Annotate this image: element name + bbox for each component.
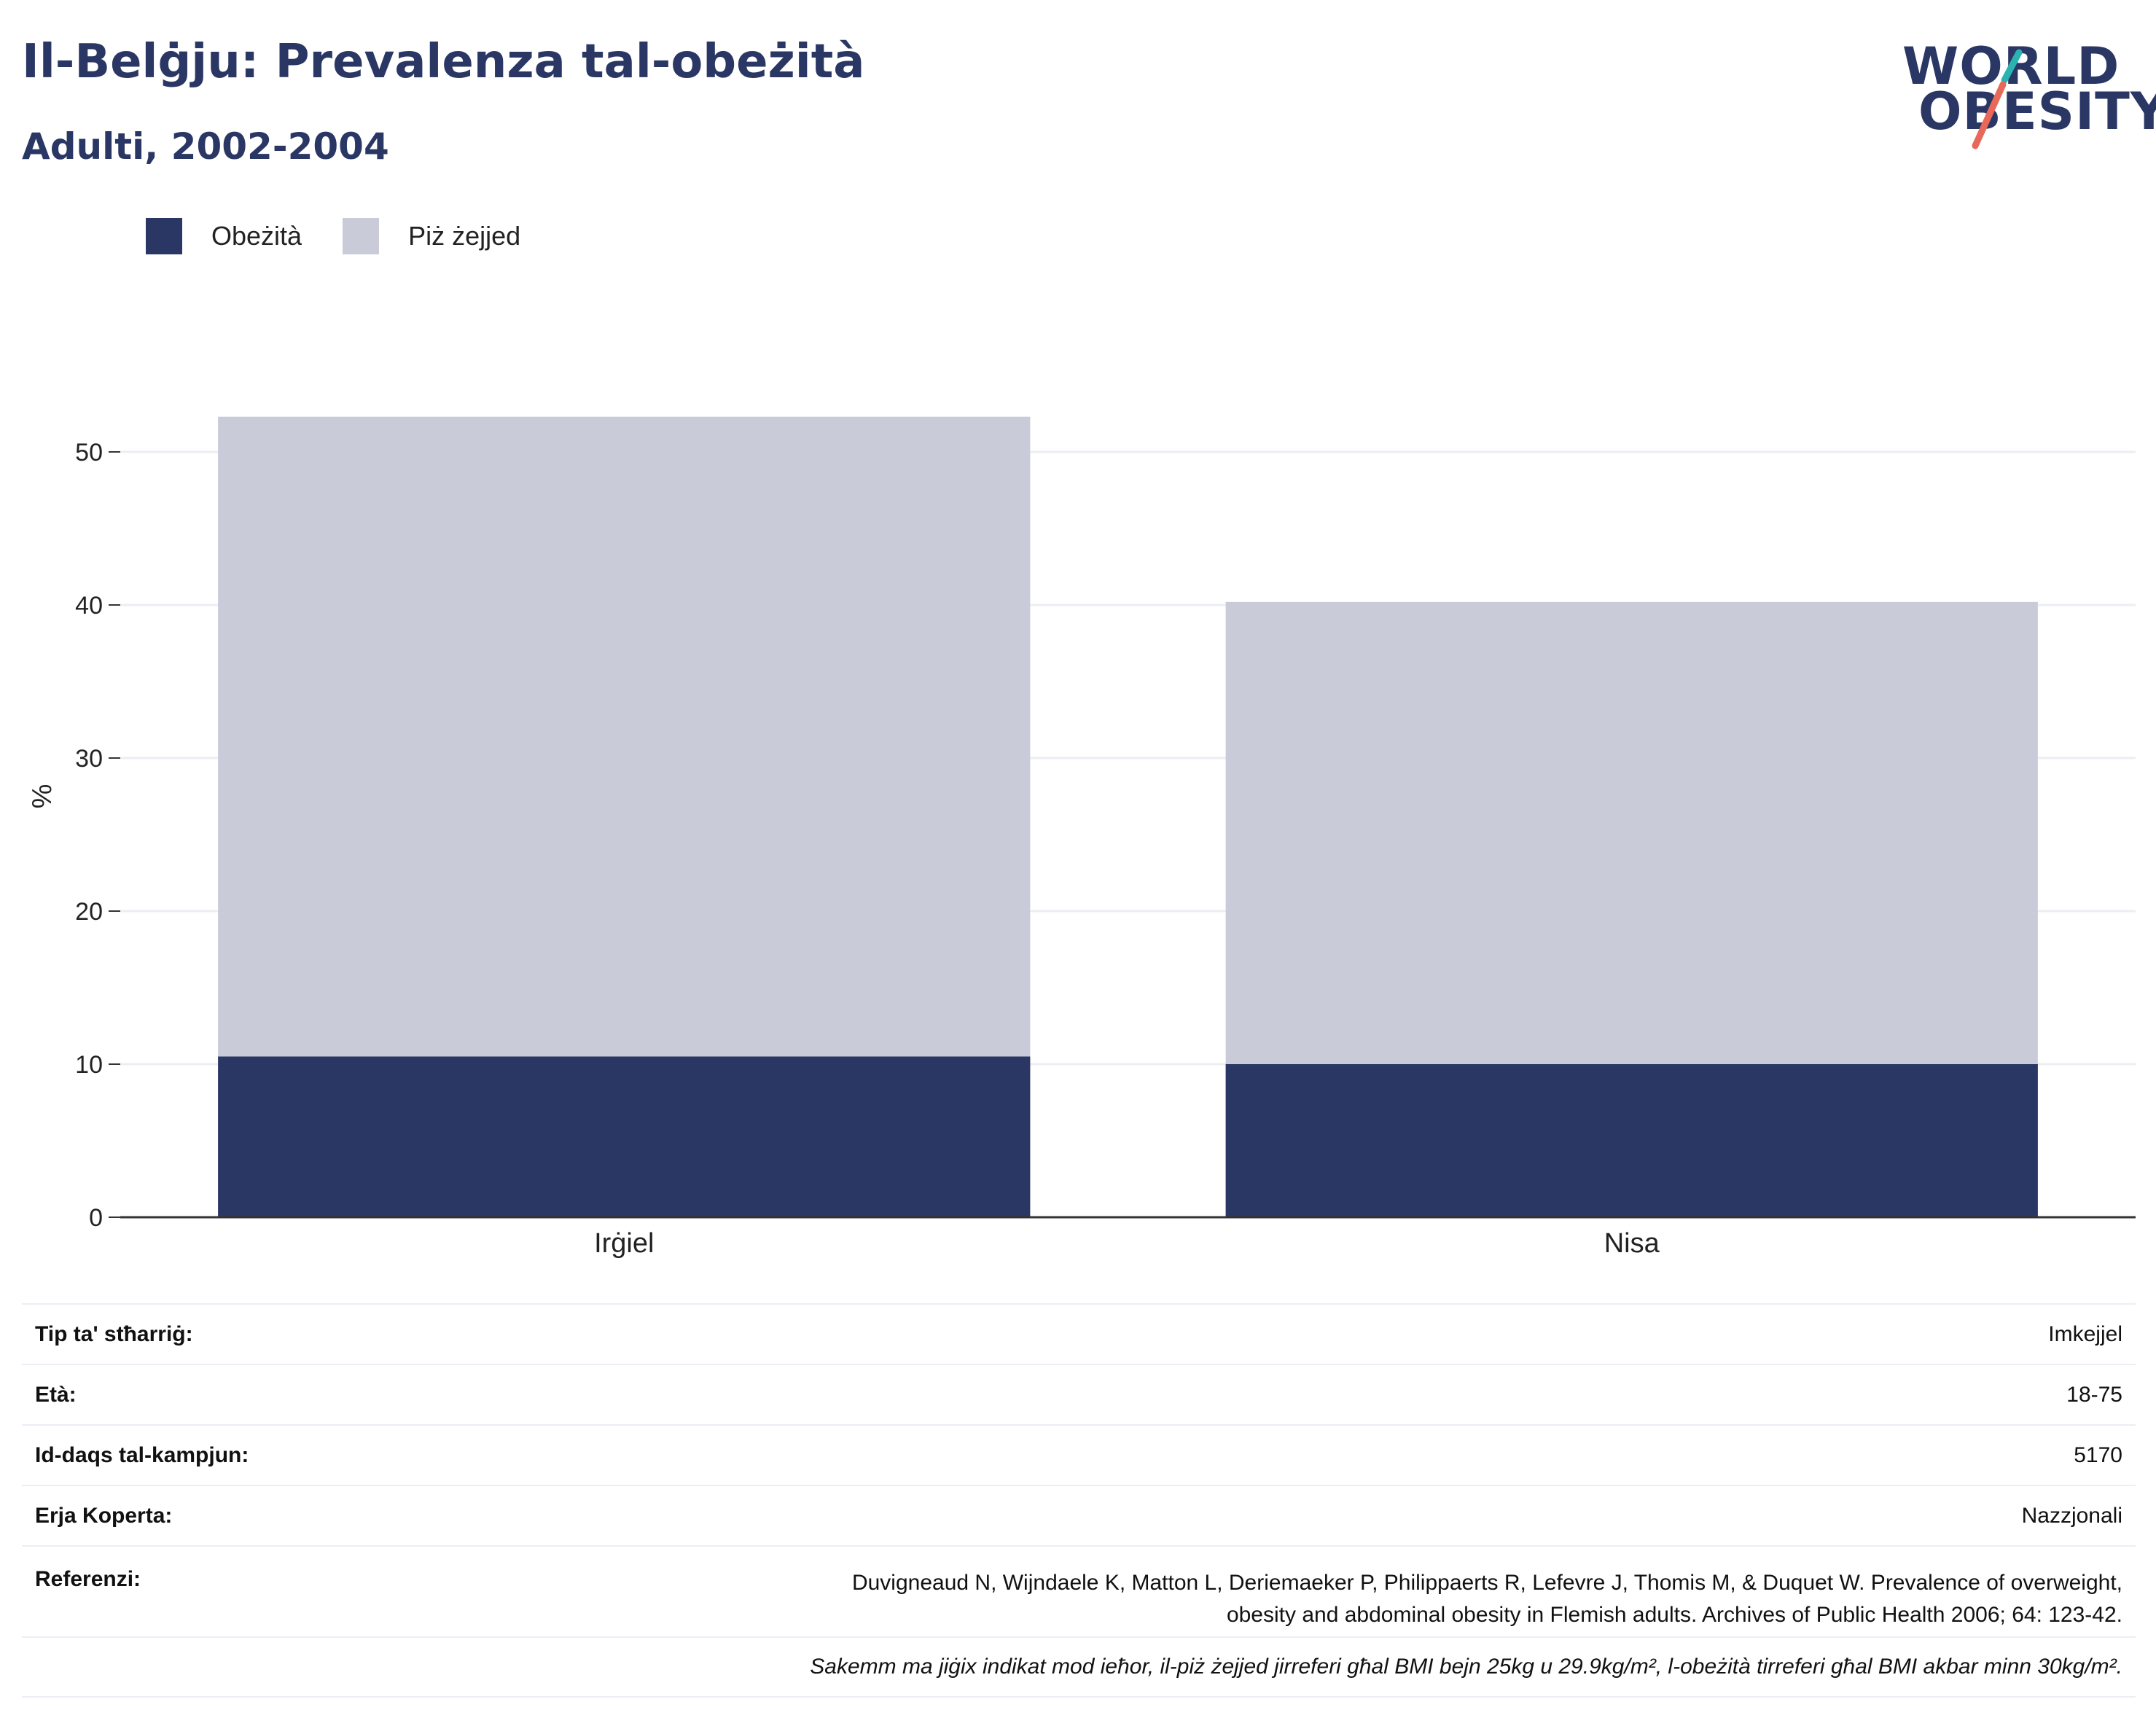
y-tick-label: 50 xyxy=(75,439,103,466)
info-label: Referenzi: xyxy=(35,1567,141,1591)
legend-item-overweight[interactable]: Piż żejjed xyxy=(343,218,520,254)
info-value: Nazzjonali xyxy=(2021,1503,2122,1528)
legend-label-overweight: Piż żejjed xyxy=(408,221,521,251)
chart-subtitle: Adulti, 2002-2004 xyxy=(22,125,389,168)
info-row-note: Sakemm ma jiġix indikat mod ieħor, il-pi… xyxy=(22,1636,2136,1698)
y-tick-label: 30 xyxy=(75,745,103,773)
bar-overweight-1 xyxy=(1225,601,2038,1064)
bar-overweight-0 xyxy=(218,416,1031,1057)
info-value: 18-75 xyxy=(2066,1382,2122,1407)
references-line: obesity and abdominal obesity in Flemish… xyxy=(1226,1603,2122,1627)
legend-swatch-obesity xyxy=(146,218,182,254)
y-axis-label: % xyxy=(27,784,58,809)
x-tick-label: Nisa xyxy=(1604,1228,1660,1259)
world-obesity-logo: WORLD OBESITY xyxy=(1902,36,2156,153)
info-label: Tip ta' stħarriġ: xyxy=(35,1321,193,1346)
legend-label-obesity: Obeżità xyxy=(211,221,302,251)
info-row-sample-size: Id-daqs tal-kampjun: 5170 xyxy=(22,1424,2136,1485)
info-row-survey-type: Tip ta' stħarriġ: Imkejjel xyxy=(22,1303,2136,1364)
survey-info-table: Tip ta' stħarriġ: Imkejjel Età: 18-75 Id… xyxy=(22,1303,2136,1698)
chart-legend: Obeżità Piż żejjed xyxy=(146,217,561,255)
info-label: Erja Koperta: xyxy=(35,1503,173,1528)
info-label: Età: xyxy=(35,1382,77,1407)
references-text: Duvigneaud N, Wijndaele K, Matton L, Der… xyxy=(852,1567,2122,1631)
y-tick-label: 0 xyxy=(89,1204,103,1232)
y-tick-label: 20 xyxy=(75,898,103,926)
legend-swatch-overweight xyxy=(343,218,380,254)
info-label: Id-daqs tal-kampjun: xyxy=(35,1442,249,1467)
x-tick-label: Irġiel xyxy=(594,1228,654,1259)
y-tick-label: 40 xyxy=(75,592,103,620)
bar-chart: 0 10 20 30 40 50% Irġiel Nisa xyxy=(27,416,2136,1259)
logo-text-obesity: OBESITY xyxy=(1918,82,2156,141)
info-row-area-covered: Erja Koperta: Nazzjonali xyxy=(22,1485,2136,1545)
info-row-age: Età: 18-75 xyxy=(22,1364,2136,1424)
bar-obesity-1 xyxy=(1225,1064,2038,1217)
bmi-note: Sakemm ma jiġix indikat mod ieħor, il-pi… xyxy=(810,1655,2122,1679)
bar-obesity-0 xyxy=(218,1056,1031,1217)
logo-slash-icon xyxy=(1972,49,2023,149)
info-row-references: Referenzi: Duvigneaud N, Wijndaele K, Ma… xyxy=(22,1545,2136,1636)
y-tick-label: 10 xyxy=(75,1051,103,1079)
chart-title: Il-Belġju: Prevalenza tal-obeżità xyxy=(22,35,865,89)
legend-item-obesity[interactable]: Obeżità xyxy=(146,218,302,254)
references-line: Duvigneaud N, Wijndaele K, Matton L, Der… xyxy=(851,1571,2122,1595)
info-value: Imkejjel xyxy=(2048,1321,2122,1346)
info-value: 5170 xyxy=(2074,1442,2122,1467)
